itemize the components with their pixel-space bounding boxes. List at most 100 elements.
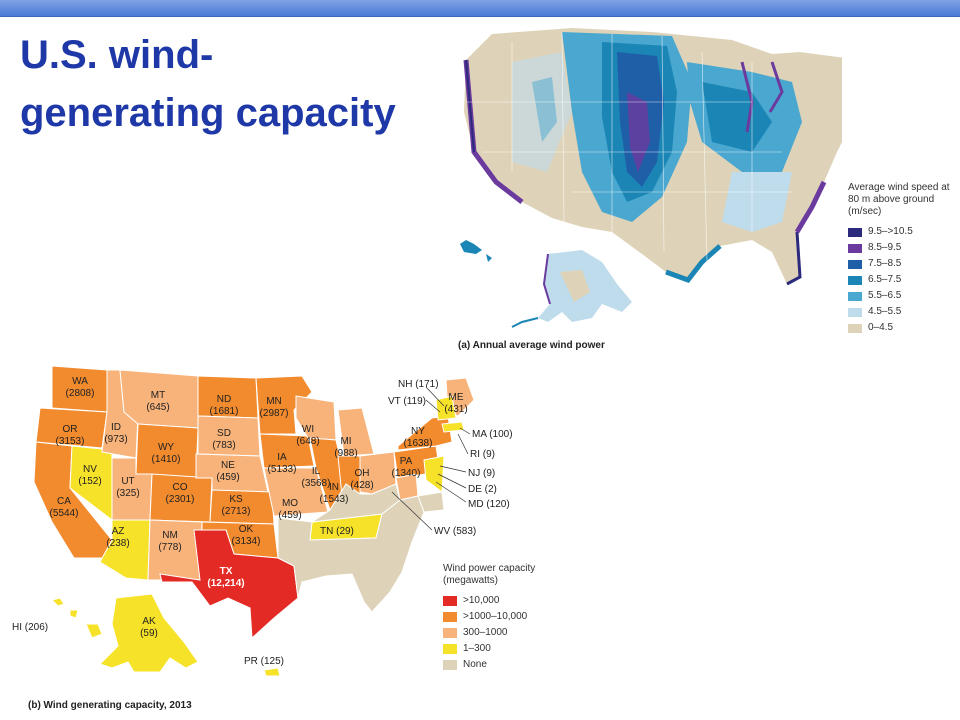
wind-speed-legend-label: 0–4.5 [868,322,894,333]
capacity-labels-svg: WA (2808) OR (3153) CA (5544) NV (152) I… [12,376,513,667]
wind-speed-legend-label: 4.5–5.5 [868,306,902,317]
label-co: CO [173,482,188,493]
label-id: ID [111,422,121,433]
value-wi: (648) [296,436,319,447]
label-mi: MI [340,436,351,447]
value-tx: (12,214) [207,578,244,589]
states-none-va [417,491,445,513]
capacity-caption: (b) Wind generating capacity, 2013 [28,700,192,711]
label-in: IN [329,482,339,493]
label-nm: NM [162,530,178,541]
label-mn: MN [266,396,282,407]
capacity-legend-label: 1–300 [463,643,491,654]
value-id: (973) [104,434,127,445]
states-none-southeast [277,495,425,613]
slide-title: U.S. wind- generating capacity [20,26,440,142]
value-or: (3153) [56,436,85,447]
capacity-legend-item: >1000–10,000 [443,609,593,625]
label-az: AZ [112,526,125,537]
callout-ma: MA (100) [472,429,513,440]
label-pa: PA [400,456,413,467]
wind-speed-legend-swatch [848,227,862,237]
state-HI [51,597,103,639]
territory-PR [263,667,281,677]
label-wy: WY [158,442,174,453]
capacity-legend-swatch [443,644,457,654]
wind-speed-contiguous-us [464,28,842,284]
slide-top-bar [0,0,960,17]
callout-leaders [391,386,471,531]
wind-speed-legend-title: Average wind speed at 80 m above ground … [848,182,950,217]
wind-speed-legend-label: 8.5–9.5 [868,242,902,253]
value-mn: (2987) [260,408,289,419]
value-co: (2301) [166,494,195,505]
capacity-legend-swatch [443,628,457,638]
state-shapes [33,365,475,677]
wind-speed-caption: (a) Annual average wind power [458,340,605,351]
wind-speed-legend-label: 6.5–7.5 [868,274,902,285]
alaska-hawaii-inset [460,240,632,328]
value-sd: (783) [212,440,235,451]
states-none-ky [311,483,401,523]
label-ca: CA [57,496,71,507]
wind-speed-legend-item: 6.5–7.5 [848,272,960,288]
value-ok: (3134) [232,536,261,547]
value-ca: (5544) [50,508,79,519]
state-IA [259,433,315,469]
capacity-legend-swatch [443,660,457,670]
callout-wv: WV (583) [434,526,476,537]
value-me: (431) [444,404,467,415]
value-mo: (459) [278,510,301,521]
label-ut: UT [121,476,134,487]
wind-speed-legend-label: 7.5–8.5 [868,258,902,269]
state-NH-VT [435,395,457,421]
capacity-legend-item: None [443,657,593,673]
capacity-legend: Wind power capacity (megawatts) >10,000 >… [443,563,593,673]
capacity-legend-swatch [443,612,457,622]
capacity-legend-title: Wind power capacity (megawatts) [443,563,536,586]
label-mo: MO [282,498,298,509]
capacity-legend-swatch [443,596,457,606]
wind-speed-legend-swatch [848,243,862,253]
callout-hi: HI (206) [12,622,48,633]
capacity-legend-item: 1–300 [443,641,593,657]
value-in: (1543) [320,494,349,505]
label-ak: AK [142,616,156,627]
value-ia: (5133) [268,464,297,475]
wind-speed-legend-item: 8.5–9.5 [848,240,960,256]
callout-vt: VT (119) [388,396,426,407]
label-nd: ND [217,394,231,405]
value-pa: (1340) [392,468,421,479]
value-nd: (1681) [210,406,239,417]
value-ny: (1638) [404,438,433,449]
wind-capacity-map [33,365,475,677]
label-me: ME [449,392,464,403]
capacity-legend-item: >10,000 [443,593,593,609]
state-borders-a [466,31,792,263]
callout-pr: PR (125) [244,656,284,667]
wind-speed-legend-item: 9.5–>10.5 [848,224,960,240]
value-il: (3568) [302,478,331,489]
state-AK [99,593,199,673]
callout-md: MD (120) [468,499,510,510]
value-wy: (1410) [152,454,181,465]
label-ne: NE [221,460,235,471]
state-NY [397,415,453,451]
wind-speed-legend-swatch [848,323,862,333]
label-sd: SD [217,428,231,439]
value-az: (238) [106,538,129,549]
label-ks: KS [229,494,243,505]
title-line-2: generating capacity [20,91,396,135]
value-nm: (778) [158,542,181,553]
wind-speed-legend-label: 5.5–6.5 [868,290,902,301]
label-il: IL [312,466,321,477]
callout-ri: RI (9) [470,449,495,460]
callout-de: DE (2) [468,484,497,495]
wind-speed-legend-swatch [848,275,862,285]
state-TX [159,529,299,640]
label-oh: OH [355,468,370,479]
label-wi: WI [302,424,314,435]
value-ks: (2713) [222,506,251,517]
value-oh: (428) [350,480,373,491]
value-ut: (325) [116,488,139,499]
